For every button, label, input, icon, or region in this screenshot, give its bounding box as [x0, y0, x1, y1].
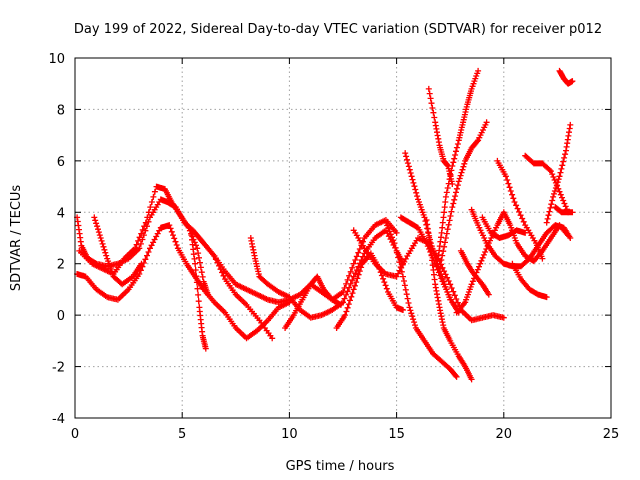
- series-trace: [385, 222, 457, 378]
- plus-markers: [457, 247, 492, 298]
- series-track-25: [479, 214, 529, 241]
- series-track-19: [457, 247, 492, 298]
- y-tick-label: 4: [57, 206, 65, 221]
- plus-markers: [382, 219, 460, 380]
- series-track-03: [76, 183, 211, 298]
- plus-markers: [436, 119, 490, 272]
- series-track-06: [211, 253, 276, 342]
- plus-markers: [434, 67, 482, 267]
- y-tick-label: 6: [57, 155, 65, 170]
- plus-markers: [509, 260, 550, 301]
- plus-markers: [247, 227, 406, 321]
- x-tick-label: 20: [496, 427, 513, 442]
- plus-markers: [543, 121, 574, 226]
- series-trace: [436, 70, 479, 264]
- series-trace: [78, 185, 209, 295]
- y-tick-label: 2: [57, 258, 65, 273]
- plus-markers: [211, 253, 276, 342]
- series-track-20: [494, 157, 546, 262]
- y-tick-label: -2: [52, 361, 65, 376]
- x-tick-label: 25: [603, 427, 620, 442]
- plus-markers: [76, 183, 211, 298]
- plus-markers: [91, 214, 145, 288]
- series-track-04: [91, 214, 145, 288]
- plus-markers: [552, 204, 576, 216]
- y-tick-label: 8: [57, 103, 65, 118]
- plus-markers: [556, 67, 576, 87]
- y-tick-label: -4: [52, 412, 65, 427]
- tick-labels: 0 5 10 15 20 25 -4 -2 0 2 4 6 8 10: [48, 52, 619, 442]
- plus-markers: [479, 214, 529, 241]
- y-tick-label: 10: [48, 52, 65, 67]
- x-tick-label: 5: [178, 427, 186, 442]
- series-track-10: [382, 219, 460, 380]
- series-track-08: [333, 250, 406, 331]
- series-trace: [76, 224, 290, 339]
- series-track-22: [522, 152, 572, 216]
- series-track-16: [436, 119, 490, 272]
- plus-markers: [423, 217, 475, 383]
- y-tick-label: 0: [57, 309, 65, 324]
- series-track-14: [423, 217, 475, 383]
- series-track-05: [187, 227, 209, 352]
- x-tick-label: 10: [281, 427, 298, 442]
- plus-markers: [522, 152, 572, 216]
- plot-area: [74, 67, 576, 383]
- plus-markers: [187, 227, 209, 352]
- series-track-07: [247, 227, 406, 321]
- x-tick-label: 15: [388, 427, 405, 442]
- series-track-27: [282, 273, 344, 331]
- series-track-15: [434, 67, 482, 267]
- plus-markers: [494, 157, 546, 262]
- plot-frame: [74, 57, 612, 419]
- chart-title: Day 199 of 2022, Sidereal Day-to-day VTE…: [74, 22, 602, 37]
- series-track-02: [74, 222, 293, 342]
- series-track-23: [543, 121, 574, 226]
- plus-markers: [282, 273, 344, 331]
- series-track-26: [552, 204, 576, 216]
- plus-markers: [74, 222, 293, 342]
- x-axis-label: GPS time / hours: [286, 459, 395, 474]
- series-track-24: [556, 67, 576, 87]
- y-axis-label: SDTVAR / TECUs: [9, 185, 24, 292]
- series-track-21: [509, 260, 550, 301]
- x-tick-label: 0: [71, 427, 79, 442]
- plus-markers: [333, 250, 406, 331]
